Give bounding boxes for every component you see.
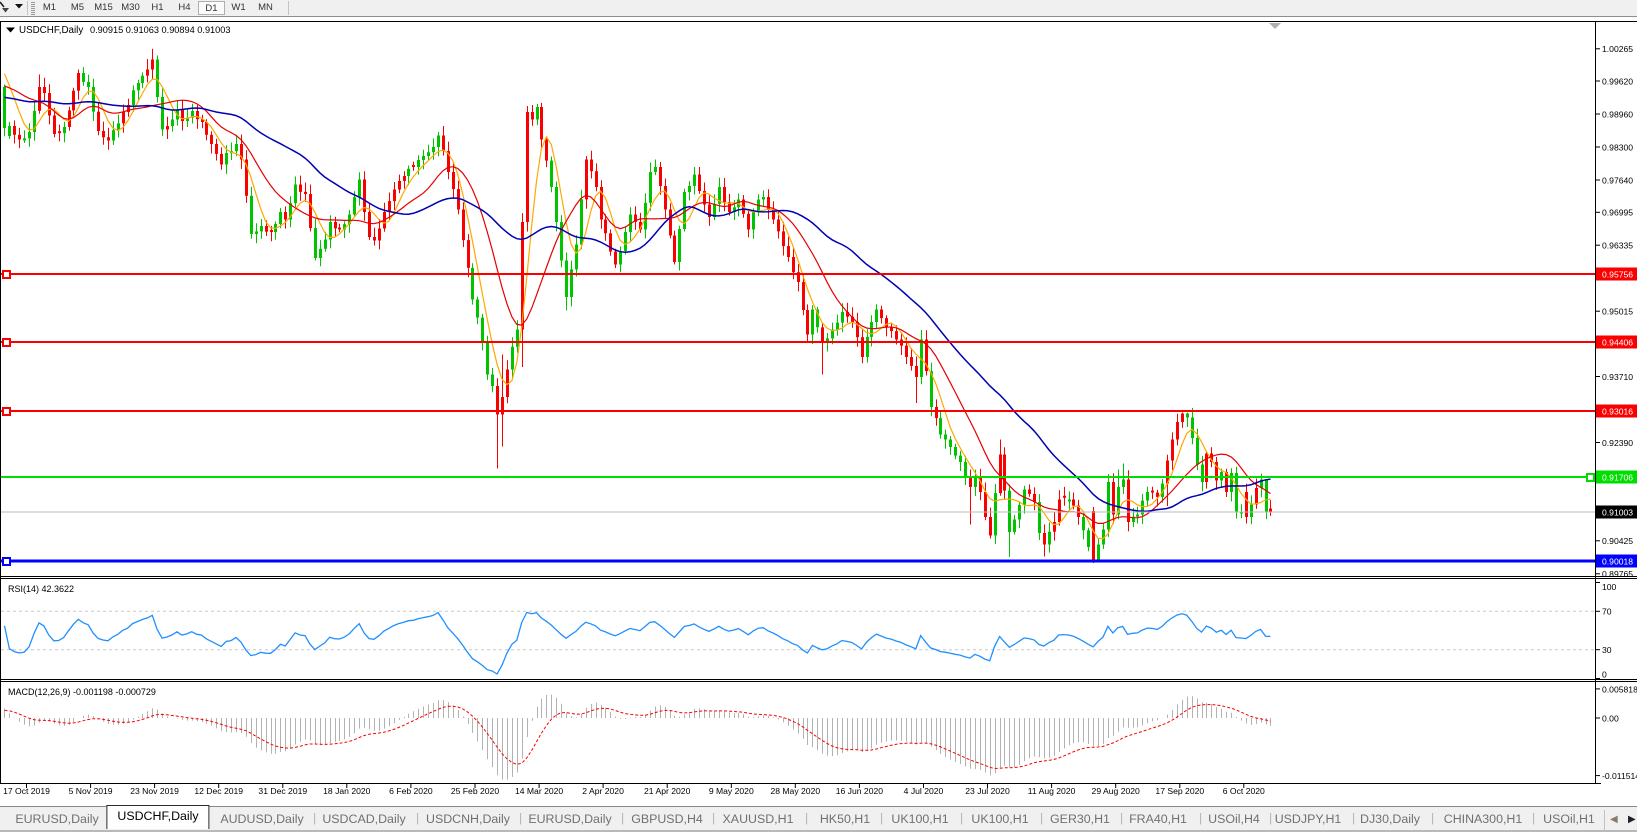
svg-text:17 Oct 2019: 17 Oct 2019 — [3, 786, 50, 796]
svg-text:31 Dec 2019: 31 Dec 2019 — [258, 786, 307, 796]
svg-text:0.90018: 0.90018 — [1602, 556, 1633, 566]
svg-text:-0.011514: -0.011514 — [1602, 771, 1637, 781]
svg-text:6 Feb 2020: 6 Feb 2020 — [389, 786, 433, 796]
svg-text:0.91706: 0.91706 — [1602, 472, 1633, 482]
svg-text:0.95756: 0.95756 — [1602, 269, 1633, 279]
svg-text:0.95015: 0.95015 — [1602, 307, 1633, 317]
svg-text:14 Mar 2020: 14 Mar 2020 — [515, 786, 563, 796]
svg-text:MACD(12,26,9) -0.001198 -0.000: MACD(12,26,9) -0.001198 -0.000729 — [8, 687, 156, 697]
svg-text:0.90425: 0.90425 — [1602, 536, 1633, 546]
svg-text:11 Aug 2020: 11 Aug 2020 — [1028, 786, 1076, 796]
svg-text:2 Apr 2020: 2 Apr 2020 — [582, 786, 624, 796]
svg-text:100: 100 — [1602, 582, 1617, 592]
svg-text:0.00: 0.00 — [1602, 713, 1619, 723]
svg-text:RSI(14) 42.3622: RSI(14) 42.3622 — [8, 584, 74, 594]
svg-text:0.93016: 0.93016 — [1602, 406, 1633, 416]
svg-text:0.93710: 0.93710 — [1602, 372, 1633, 382]
svg-text:9 May 2020: 9 May 2020 — [709, 786, 754, 796]
svg-text:25 Feb 2020: 25 Feb 2020 — [451, 786, 499, 796]
svg-text:28 May 2020: 28 May 2020 — [770, 786, 820, 796]
svg-text:0.97640: 0.97640 — [1602, 175, 1633, 185]
svg-text:0: 0 — [1602, 669, 1607, 679]
svg-text:USDCHF,Daily: USDCHF,Daily — [19, 25, 83, 36]
svg-text:0.90915 0.91063 0.90894 0.9100: 0.90915 0.91063 0.90894 0.91003 — [90, 25, 231, 35]
svg-text:70: 70 — [1602, 607, 1612, 617]
svg-text:1.00265: 1.00265 — [1602, 44, 1633, 54]
svg-text:23 Jul 2020: 23 Jul 2020 — [965, 786, 1010, 796]
svg-text:5 Nov 2019: 5 Nov 2019 — [69, 786, 113, 796]
svg-text:21 Apr 2020: 21 Apr 2020 — [644, 786, 691, 796]
svg-text:0.99620: 0.99620 — [1602, 76, 1633, 86]
svg-text:0.98300: 0.98300 — [1602, 142, 1633, 152]
svg-text:0.94406: 0.94406 — [1602, 337, 1633, 347]
svg-text:4 Jul 2020: 4 Jul 2020 — [904, 786, 944, 796]
svg-text:0.005818: 0.005818 — [1602, 684, 1637, 694]
svg-text:0.96335: 0.96335 — [1602, 241, 1633, 251]
svg-text:0.89765: 0.89765 — [1602, 569, 1633, 579]
svg-text:0.96995: 0.96995 — [1602, 208, 1633, 218]
svg-text:18 Jan 2020: 18 Jan 2020 — [323, 786, 371, 796]
svg-text:23 Nov 2019: 23 Nov 2019 — [130, 786, 179, 796]
svg-text:17 Sep 2020: 17 Sep 2020 — [1155, 786, 1204, 796]
svg-text:16 Jun 2020: 16 Jun 2020 — [836, 786, 884, 796]
svg-text:0.91003: 0.91003 — [1602, 507, 1633, 517]
svg-text:30: 30 — [1602, 645, 1612, 655]
svg-text:12 Dec 2019: 12 Dec 2019 — [194, 786, 243, 796]
svg-text:0.92390: 0.92390 — [1602, 438, 1633, 448]
svg-text:29 Aug 2020: 29 Aug 2020 — [1092, 786, 1140, 796]
svg-text:6 Oct 2020: 6 Oct 2020 — [1223, 786, 1265, 796]
svg-text:0.98960: 0.98960 — [1602, 109, 1633, 119]
